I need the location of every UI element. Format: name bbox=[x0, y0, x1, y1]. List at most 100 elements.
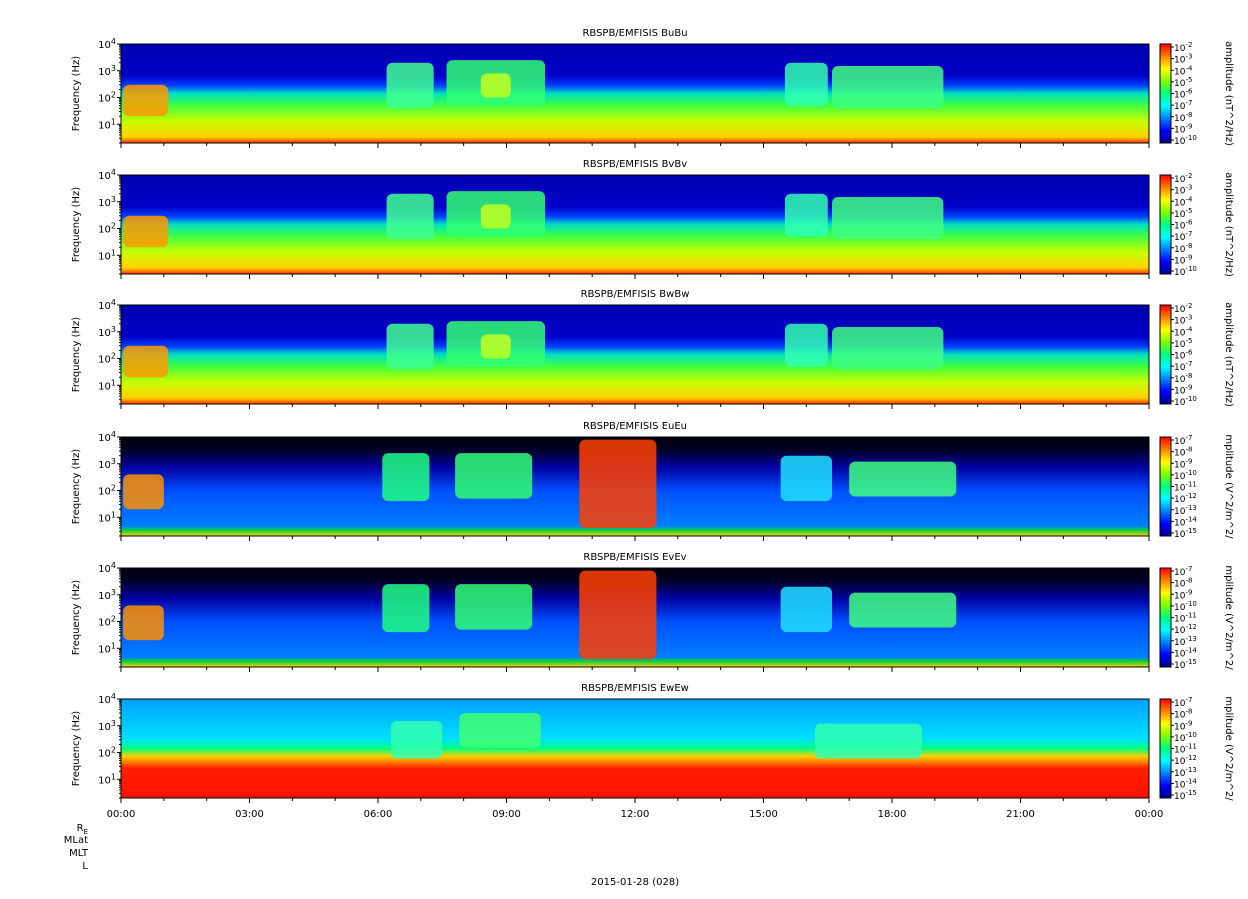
colorbar-tick-label: 10-8 bbox=[1174, 708, 1192, 721]
panel-title: RBSPB/EMFISIS EuEu bbox=[583, 421, 687, 432]
spectrogram-panel-6: RBSPB/EMFISIS EwEw Frequency (Hz) 101 102 10… bbox=[71, 683, 1234, 820]
spectrogram-panel-3: RBSPB/EMFISIS BwBw Frequency (Hz) 101 102 10… bbox=[71, 289, 1234, 409]
ephemeris-label-mlt: MLT bbox=[69, 848, 89, 859]
colorbar-tick-label: 10-10 bbox=[1174, 134, 1197, 147]
colorbar-tick-label: 10-2 bbox=[1174, 41, 1192, 54]
y-tick-label: 104 bbox=[98, 37, 116, 51]
emission-feature-4 bbox=[480, 204, 511, 229]
x-tick-label: 09:00 bbox=[492, 809, 521, 820]
y-tick-label: 101 bbox=[98, 378, 116, 392]
colorbar-tick-label: 10-10 bbox=[1174, 600, 1197, 613]
x-tick-label: 00:00 bbox=[1135, 809, 1164, 820]
y-tick-label: 103 bbox=[98, 325, 116, 339]
x-tick-label: 06:00 bbox=[364, 809, 393, 820]
y-tick-label: 102 bbox=[98, 746, 116, 760]
colorbar-tick-label: 10-10 bbox=[1174, 265, 1197, 278]
ephemeris-label-re: RE bbox=[77, 823, 88, 836]
y-axis-label: Frequency (Hz) bbox=[71, 187, 82, 263]
colorbar-tick-label: 10-9 bbox=[1174, 457, 1192, 470]
y-tick-label: 104 bbox=[98, 298, 116, 312]
emission-feature-1 bbox=[123, 605, 164, 641]
y-tick-label: 101 bbox=[98, 248, 116, 262]
y-tick-label: 103 bbox=[98, 64, 116, 78]
x-tick-label: 03:00 bbox=[235, 809, 264, 820]
x-tick-label: 00:00 bbox=[107, 809, 136, 820]
colorbar-tick-label: 10-7 bbox=[1174, 434, 1192, 447]
x-tick-label: 18:00 bbox=[878, 809, 907, 820]
colorbar-tick-label: 10-10 bbox=[1174, 395, 1197, 408]
y-tick-label: 101 bbox=[98, 772, 116, 786]
colorbar bbox=[1159, 43, 1172, 144]
y-tick-label: 102 bbox=[98, 352, 116, 366]
emission-feature-3 bbox=[455, 584, 533, 630]
spectrogram-image bbox=[121, 699, 1149, 798]
colorbar-tick-label: 10-7 bbox=[1174, 565, 1192, 578]
colorbar-tick-label: 10-13 bbox=[1174, 635, 1197, 648]
spectrogram-panel-5: RBSPB/EMFISIS EvEv Frequency (Hz) 101 102 10… bbox=[71, 552, 1234, 672]
colorbar-tick-label: 10-11 bbox=[1174, 612, 1197, 625]
emission-feature-5 bbox=[780, 586, 833, 633]
colorbar-tick-label: 10-8 bbox=[1174, 372, 1192, 385]
emission-feature-4 bbox=[579, 570, 657, 659]
colorbar-tick-label: 10-7 bbox=[1174, 696, 1192, 709]
colorbar bbox=[1159, 436, 1172, 537]
emission-feature-1 bbox=[123, 84, 169, 117]
spectrogram-image bbox=[121, 305, 1149, 404]
emission-feature-6 bbox=[832, 197, 944, 240]
y-tick-label: 103 bbox=[98, 719, 116, 733]
colorbar-tick-label: 10-11 bbox=[1174, 743, 1197, 756]
y-tick-label: 102 bbox=[98, 484, 116, 498]
y-tick-label: 103 bbox=[98, 457, 116, 471]
emission-feature-1 bbox=[123, 345, 169, 378]
y-tick-label: 102 bbox=[98, 222, 116, 236]
colorbar-tick-label: 10-14 bbox=[1174, 777, 1197, 790]
colorbar-tick-label: 10-9 bbox=[1174, 588, 1192, 601]
colorbar-tick-label: 10-9 bbox=[1174, 253, 1192, 266]
spectrogram-panel-2: RBSPB/EMFISIS BvBv Frequency (Hz) 101 102 10… bbox=[71, 159, 1234, 279]
colorbar-tick-label: 10-9 bbox=[1174, 383, 1192, 396]
emission-feature-2 bbox=[382, 453, 430, 502]
emission-feature-6 bbox=[849, 592, 957, 628]
colorbar bbox=[1159, 304, 1172, 405]
colorbar-tick-label: 10-8 bbox=[1174, 577, 1192, 590]
emission-feature-5 bbox=[784, 62, 828, 106]
y-tick-label: 102 bbox=[98, 91, 116, 105]
emission-feature-1 bbox=[123, 474, 164, 510]
spectrogram-panel-1: RBSPB/EMFISIS BuBu Frequency (Hz) 101 102 10… bbox=[71, 28, 1234, 148]
emission-feature-6 bbox=[832, 66, 944, 109]
colorbar-label: amplitude (nT^2/Hz) bbox=[1223, 172, 1234, 277]
colorbar-tick-label: 10-9 bbox=[1174, 122, 1192, 135]
colorbar-tick-label: 10-7 bbox=[1174, 230, 1192, 243]
emission-feature-6 bbox=[849, 461, 957, 497]
colorbar bbox=[1159, 174, 1172, 275]
colorbar-tick-label: 10-15 bbox=[1174, 789, 1197, 802]
y-tick-label: 104 bbox=[98, 561, 116, 575]
colorbar-label: mplitude (V^2/m^2/ bbox=[1223, 434, 1234, 539]
colorbar-tick-label: 10-3 bbox=[1174, 314, 1192, 327]
emission-feature-5 bbox=[784, 323, 828, 367]
colorbar-tick-label: 10-8 bbox=[1174, 242, 1192, 255]
colorbar-tick-label: 10-15 bbox=[1174, 658, 1197, 671]
colorbar-tick-label: 10-5 bbox=[1174, 207, 1192, 220]
spectrogram-image bbox=[121, 44, 1149, 143]
panel-title: RBSPB/EMFISIS EwEw bbox=[581, 683, 689, 694]
colorbar-tick-label: 10-5 bbox=[1174, 337, 1192, 350]
colorbar-tick-label: 10-6 bbox=[1174, 88, 1193, 101]
colorbar-tick-label: 10-3 bbox=[1174, 53, 1192, 66]
spectrogram-image bbox=[121, 175, 1149, 274]
colorbar-tick-label: 10-14 bbox=[1174, 646, 1197, 659]
emission-feature-6 bbox=[832, 327, 944, 370]
colorbar-tick-label: 10-13 bbox=[1174, 766, 1197, 779]
emission-feature-4 bbox=[480, 73, 511, 98]
colorbar-tick-label: 10-5 bbox=[1174, 76, 1192, 89]
y-tick-label: 101 bbox=[98, 117, 116, 131]
colorbar-tick-label: 10-13 bbox=[1174, 504, 1197, 517]
x-tick-label: 12:00 bbox=[621, 809, 650, 820]
emission-feature-4 bbox=[480, 334, 511, 359]
colorbar-label: mplitude (V^2/m^2/ bbox=[1223, 696, 1234, 801]
colorbar-tick-label: 10-2 bbox=[1174, 302, 1192, 315]
y-tick-label: 103 bbox=[98, 195, 116, 209]
colorbar-tick-label: 10-4 bbox=[1174, 64, 1193, 77]
colorbar-label: amplitude (nT^2/Hz) bbox=[1223, 302, 1234, 407]
emission-feature-4 bbox=[579, 439, 657, 528]
